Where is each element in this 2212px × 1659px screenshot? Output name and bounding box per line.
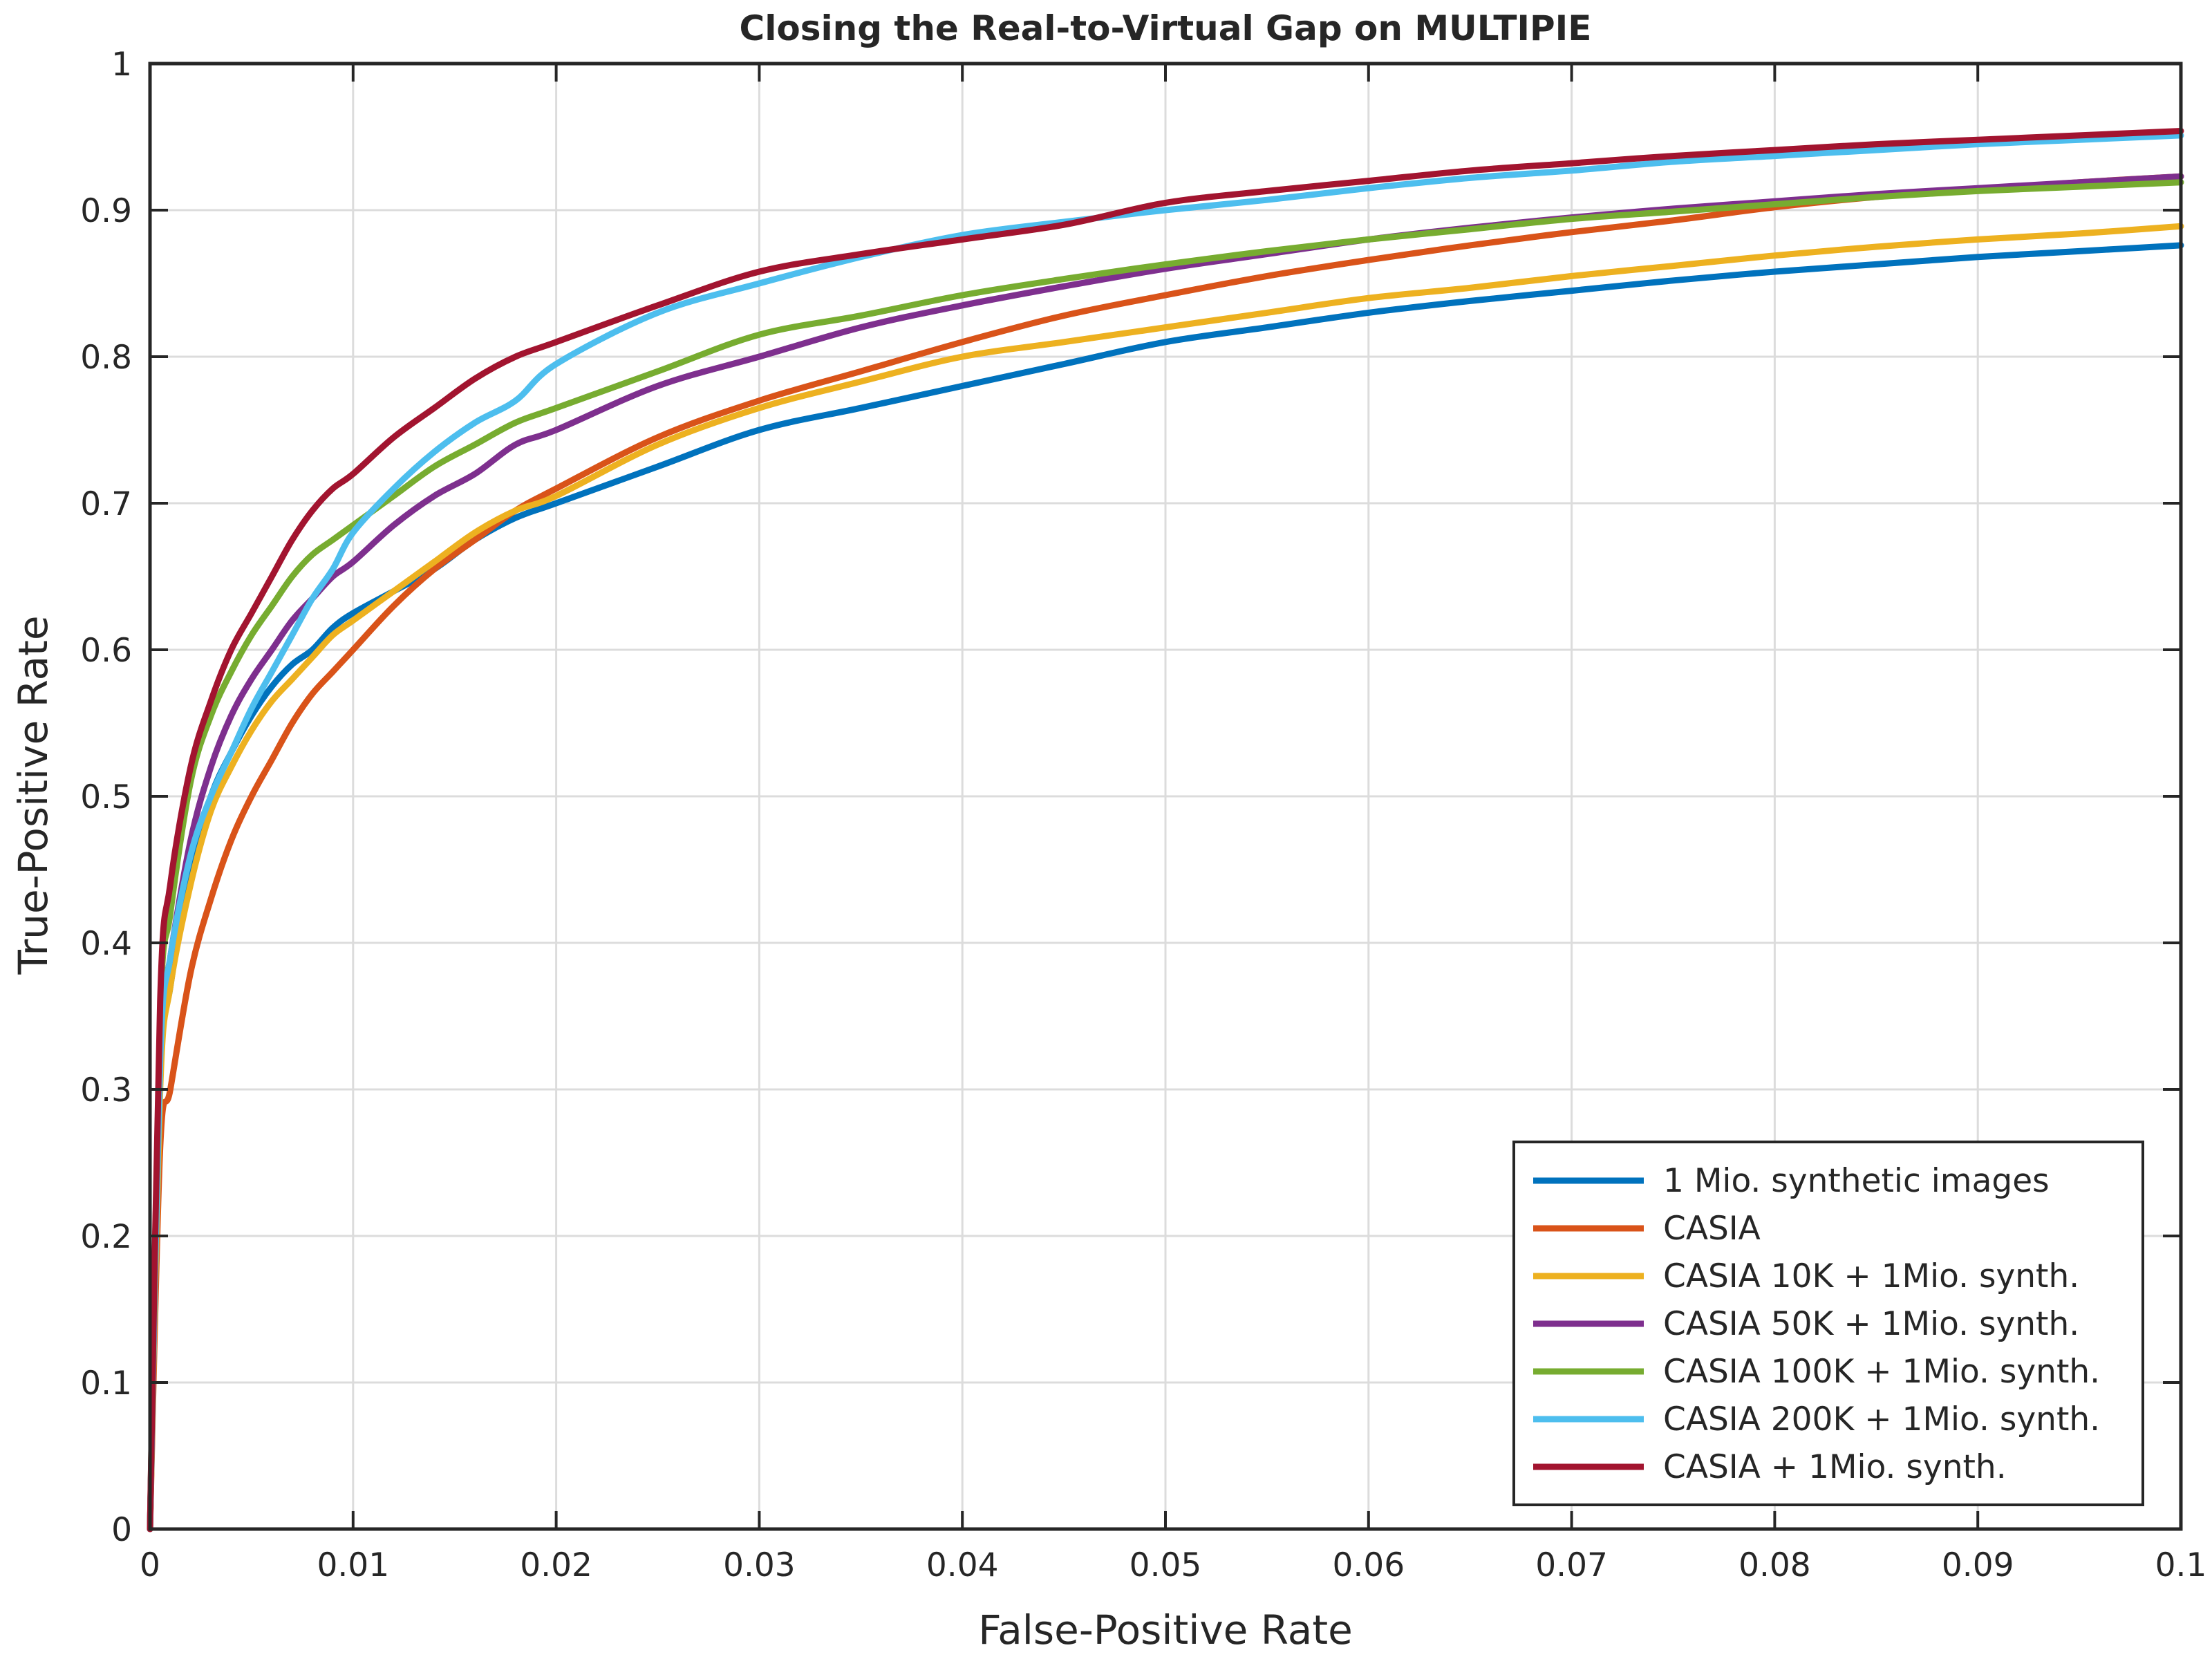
axis-ticks: 0 0.01 0.02 0.03 0.04 0.05 0.06 0.07 0.08 0.09 0.1… <box>80 46 2206 1584</box>
legend: 1 Mio. synthetic images CASIA CASIA 10K + … <box>1512 1141 2144 1506</box>
y-tick-label: 0.5 <box>80 778 132 816</box>
y-tick-label: 0.2 <box>80 1218 132 1256</box>
x-tick-label: 0.02 <box>520 1546 592 1584</box>
legend-label: CASIA 100K + 1Mio. synth. <box>1663 1353 2100 1391</box>
x-tick-label: 0.01 <box>317 1546 389 1584</box>
x-tick-label: 0.07 <box>1535 1546 1608 1584</box>
y-tick-label: 0.6 <box>80 632 132 670</box>
x-tick-label: 0.05 <box>1130 1546 1202 1584</box>
legend-label: CASIA 10K + 1Mio. synth. <box>1663 1257 2079 1295</box>
y-tick-label: 1 <box>111 46 132 84</box>
y-tick-label: 0.7 <box>80 485 132 523</box>
x-tick-label: 0.1 <box>2155 1546 2207 1584</box>
y-tick-label: 0.4 <box>80 925 132 963</box>
y-tick-label: 0.1 <box>80 1365 132 1403</box>
series-lines <box>147 128 2184 1533</box>
y-tick-label: 0.8 <box>80 339 132 377</box>
legend-label: CASIA 200K + 1Mio. synth. <box>1663 1400 2100 1438</box>
series-line-2 <box>147 173 2184 1533</box>
legend-label: CASIA <box>1663 1210 1761 1248</box>
x-tick-label: 0.09 <box>1942 1546 2014 1584</box>
series-line-6 <box>147 132 2184 1533</box>
series-line-7 <box>147 128 2184 1533</box>
legend-label: CASIA 50K + 1Mio. synth. <box>1663 1305 2079 1343</box>
series-line-3 <box>147 223 2184 1533</box>
x-tick-label: 0.04 <box>926 1546 999 1584</box>
series-line-5 <box>147 179 2184 1533</box>
x-axis-label: False-Positive Rate <box>978 1606 1353 1653</box>
x-tick-label: 0.08 <box>1738 1546 1811 1584</box>
y-axis-label: True-Positive Rate <box>10 615 57 975</box>
legend-label: CASIA + 1Mio. synth. <box>1663 1448 2007 1486</box>
chart-title: Closing the Real-to-Virtual Gap on MULTI… <box>740 8 1592 48</box>
x-tick-label: 0 <box>140 1546 160 1584</box>
legend-label: 1 Mio. synthetic images <box>1663 1162 2050 1200</box>
x-tick-label: 0.03 <box>723 1546 796 1584</box>
y-tick-label: 0.3 <box>80 1071 132 1109</box>
x-tick-label: 0.06 <box>1332 1546 1405 1584</box>
y-tick-label: 0 <box>111 1511 132 1549</box>
y-tick-label: 0.9 <box>80 192 132 230</box>
